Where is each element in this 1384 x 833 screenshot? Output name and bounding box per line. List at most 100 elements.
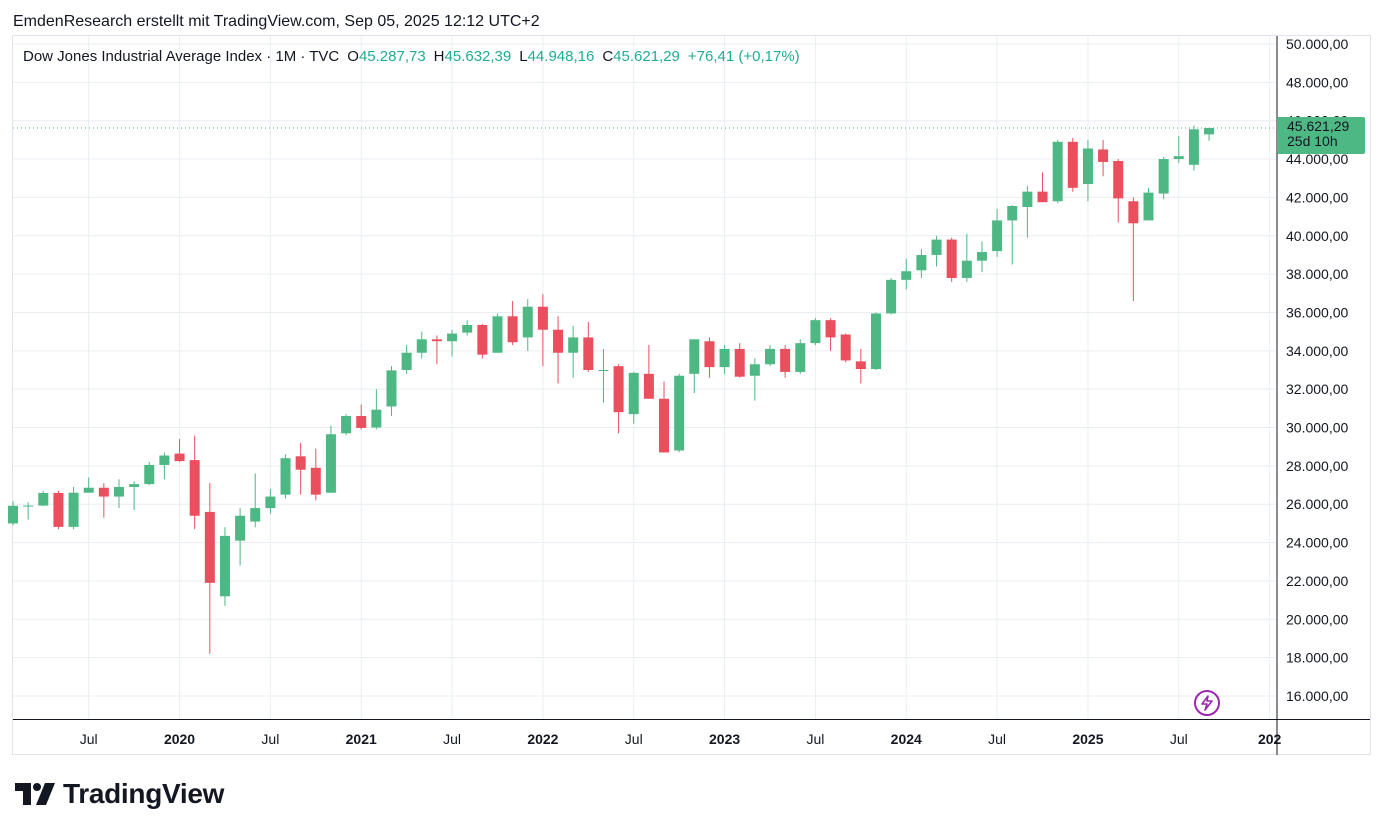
candle-body — [371, 409, 382, 428]
candle — [1128, 197, 1139, 301]
candle — [1037, 172, 1048, 203]
lightning-icon[interactable] — [1194, 690, 1220, 716]
candle — [961, 233, 972, 282]
candle — [901, 258, 912, 290]
candle-body — [553, 329, 564, 353]
candle-body — [825, 320, 836, 338]
candle-body — [583, 337, 594, 370]
candle-body — [1052, 141, 1063, 202]
candle — [704, 337, 715, 378]
candle — [431, 335, 442, 365]
candle — [1188, 125, 1199, 171]
y-tick-label: 36.000,00 — [1286, 304, 1348, 320]
candle — [1204, 127, 1215, 141]
candle — [628, 371, 639, 424]
candle-body — [295, 456, 306, 470]
candle — [810, 318, 821, 346]
candle — [356, 404, 367, 430]
tradingview-logo-icon — [15, 783, 55, 805]
x-tick-label: Jul — [988, 731, 1006, 747]
candle — [53, 490, 64, 530]
y-tick-label: 42.000,00 — [1286, 189, 1348, 205]
candles — [8, 125, 1215, 654]
candle-body — [1067, 141, 1078, 188]
candle-body — [492, 316, 503, 353]
y-tick-label: 48.000,00 — [1286, 74, 1348, 90]
open-value: 45.287,73 — [358, 48, 426, 65]
brand-name: TradingView — [63, 778, 225, 809]
candle — [129, 481, 140, 510]
low-label: L — [519, 48, 528, 65]
candle — [719, 345, 730, 374]
candle-body — [704, 341, 715, 368]
candle — [855, 348, 866, 384]
candlestick-chart[interactable]: 16.000,00 18.000,00 20.000,00 22.000,00 24.0… — [0, 0, 1384, 760]
candle — [23, 502, 34, 520]
x-tick-label: Jul — [80, 731, 98, 747]
candle-body — [1204, 127, 1215, 135]
change-value: +76,41 (+0,17%) — [687, 48, 800, 65]
x-tick-label: Jul — [261, 731, 279, 747]
candle-body — [1098, 149, 1109, 162]
candle — [1067, 137, 1078, 192]
candle — [1082, 139, 1093, 202]
candle-body — [507, 316, 518, 343]
x-tick-label: 202 — [1258, 731, 1282, 747]
candle — [765, 345, 775, 367]
candle-body — [916, 254, 927, 271]
candle — [780, 345, 791, 378]
candle — [8, 501, 18, 526]
candle — [749, 358, 760, 401]
candle — [98, 483, 109, 518]
candle-body — [219, 535, 230, 597]
candle-body — [235, 515, 246, 541]
candle-body — [174, 453, 185, 462]
candle — [1052, 139, 1063, 204]
candle-body — [870, 313, 881, 370]
candle-body — [810, 320, 821, 344]
candle-body — [568, 337, 579, 353]
candle — [113, 479, 124, 509]
candle — [235, 508, 246, 566]
y-tick-label: 32.000,00 — [1286, 381, 1348, 397]
candle — [204, 483, 215, 654]
close-label: C — [602, 48, 614, 65]
candle — [734, 343, 745, 378]
y-tick-label: 24.000,00 — [1286, 535, 1348, 551]
candle — [886, 277, 897, 315]
candle — [371, 389, 382, 430]
last-price-value: 45.621,29 — [1287, 118, 1350, 134]
candle-body — [537, 306, 548, 330]
candle-body — [961, 260, 972, 278]
candle-body — [386, 370, 397, 407]
last-price-tag: 45.621,29 25d 10h — [1277, 117, 1365, 154]
candle — [144, 462, 155, 486]
candle — [159, 452, 170, 480]
candle-body — [1113, 160, 1124, 199]
low-value: 44.948,16 — [527, 48, 595, 65]
candle-body — [522, 306, 533, 338]
candle — [341, 414, 352, 436]
candle — [522, 299, 533, 351]
tradingview-brand[interactable]: TradingView — [15, 778, 224, 810]
candle — [568, 325, 579, 378]
candle-body — [1082, 148, 1093, 184]
candle-body — [780, 348, 791, 372]
candle-body — [719, 348, 730, 368]
chart-attribution: EmdenResearch erstellt mit TradingView.c… — [13, 13, 540, 30]
candle-body — [356, 416, 367, 428]
candle-body — [53, 492, 64, 527]
candle — [1098, 139, 1109, 177]
candle-body — [855, 361, 866, 370]
candle-body — [113, 486, 124, 497]
high-label: H — [433, 48, 445, 65]
candle-body — [310, 467, 321, 495]
x-tick-label: 2024 — [891, 731, 922, 747]
candle — [795, 339, 806, 374]
candle-body — [765, 348, 775, 365]
candle — [295, 442, 306, 495]
candle — [83, 477, 94, 493]
candle-body — [1022, 191, 1033, 207]
candle-body — [1007, 206, 1018, 221]
candle-body — [946, 239, 957, 278]
